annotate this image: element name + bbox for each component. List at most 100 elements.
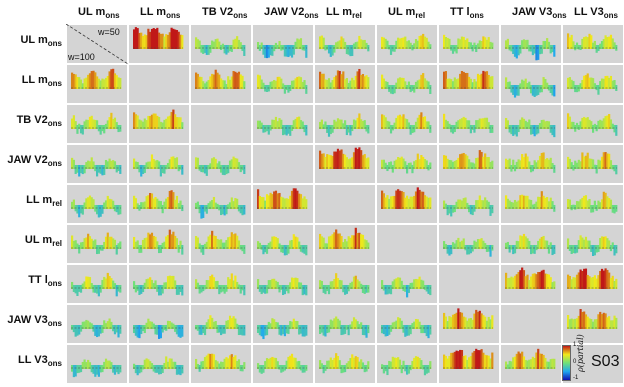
trace-segment [480,41,483,49]
trace-segment [88,116,92,129]
trace-segment [113,365,117,375]
trace-segment [92,325,95,332]
trace-segment [232,39,235,49]
correlation-trace [443,70,494,89]
trace-segment [113,239,117,249]
column-label-base: UL m [78,6,106,18]
trace-segment [262,285,265,293]
trace-segment [327,125,331,137]
trace-segment [303,365,306,373]
trace-segment [214,202,217,209]
correlation-trace [505,152,556,173]
trace-segment [393,45,396,52]
trace-segment [367,77,370,89]
trace-segment [333,45,336,53]
trace-segment [202,45,205,54]
trace-segment [260,42,263,49]
trace-segment [549,242,552,249]
trace-segment [482,70,485,89]
trace-segment [485,200,489,209]
trace-segment [351,354,354,369]
trace-segment [422,156,425,169]
trace-segment [333,77,336,89]
trace-segment [117,165,120,171]
trace-segment [600,120,604,129]
trace-segment [515,125,518,137]
trace-segment [586,152,589,169]
trace-segment [448,78,451,89]
trace-segment [395,278,398,289]
trace-segment [154,325,157,335]
trace-segment [175,365,179,375]
trace-segment [608,77,611,89]
trace-segment [97,245,100,254]
trace-segment [166,163,170,169]
trace-segment [203,83,207,89]
trace-segment [212,354,216,369]
trace-segment [241,245,244,252]
trace-segment [567,315,570,329]
column-label-base: TT l [450,6,470,18]
row-label-base: TB V2 [16,114,48,126]
trace-segment [444,119,447,129]
trace-segment [533,357,536,369]
trace-segment [404,197,407,209]
trace-segment [140,365,143,373]
trace-segment [117,325,120,338]
trace-segment [513,199,517,209]
trace-segment [141,285,145,293]
trace-segment [398,38,402,49]
trace-segment [170,275,173,289]
trace-segment [519,160,522,169]
trace-segment [388,285,391,294]
trace-segment [506,82,509,89]
trace-segment [327,236,331,249]
trace-segment [538,85,542,93]
trace-segment [393,279,396,289]
trace-segment [584,36,588,49]
trace-segment [414,356,418,369]
trace-segment [402,77,405,89]
trace-segment [586,200,589,209]
trace-segment [319,71,322,89]
trace-segment [363,365,366,373]
trace-segment [110,112,113,129]
trace-segment [136,203,139,209]
trace-segment [361,325,365,336]
trace-segment [583,156,586,169]
trace-segment [133,112,136,129]
trace-segment [574,45,577,51]
trace-segment [216,325,219,333]
trace-segment [583,195,586,209]
trace-segment [335,273,338,289]
trace-segment [298,325,301,335]
trace-segment [202,205,205,218]
trace-segment [358,113,361,129]
trace-segment [72,73,75,89]
trace-segment [103,320,106,329]
trace-segment [517,159,520,169]
trace-segment [303,285,306,295]
trace-segment [546,38,549,49]
trace-segment [524,195,527,209]
trace-segment [71,157,74,169]
trace-segment [577,201,580,209]
grid-cell [128,224,190,264]
correlation-trace [257,116,308,136]
trace-segment [340,236,343,249]
trace-segment [234,198,237,209]
row-label-base: TT l [28,274,48,286]
trace-segment [360,74,363,89]
trace-segment [425,80,428,89]
trace-segment [326,360,329,369]
trace-segment [615,278,618,289]
trace-segment [301,198,304,209]
trace-segment [90,365,93,373]
trace-segment [358,68,361,89]
trace-segment [530,165,533,173]
trace-segment [260,122,263,129]
trace-segment [484,197,487,209]
trace-segment [220,78,223,89]
trace-segment [296,278,299,289]
trace-segment [510,45,513,52]
